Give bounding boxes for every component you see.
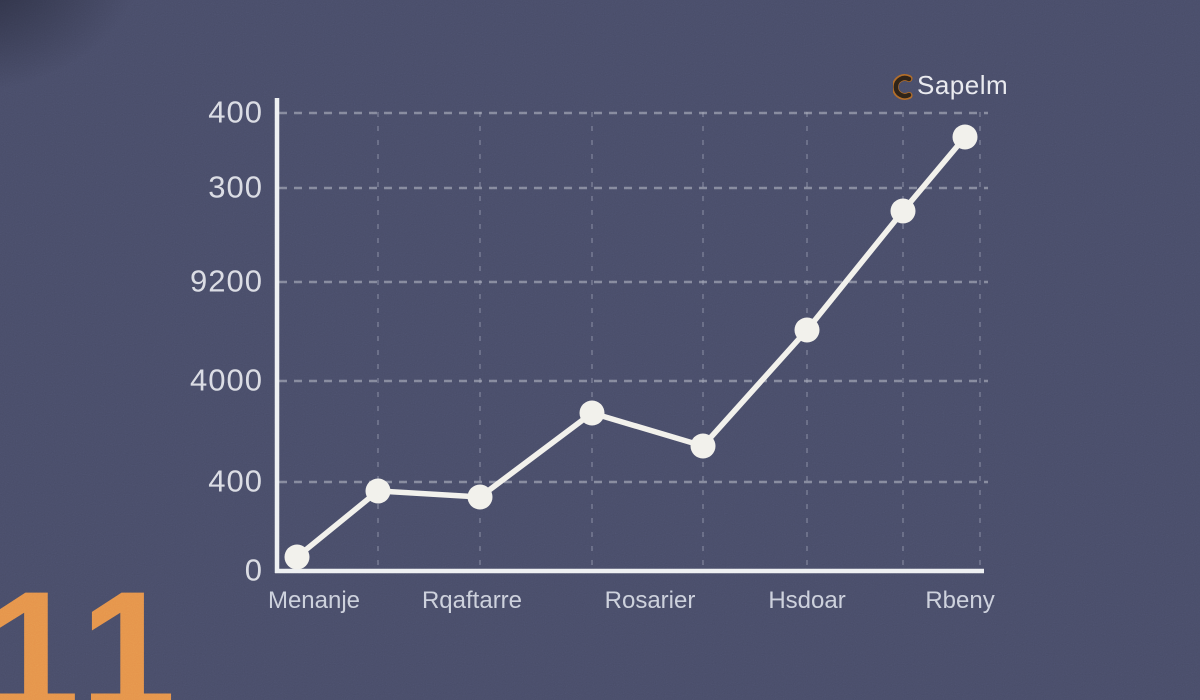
chart-legend: Sapelm <box>893 70 1008 101</box>
x-tick-label: Rbeny <box>925 587 995 614</box>
data-point <box>284 544 310 570</box>
y-tick-label: 400 <box>208 463 263 499</box>
data-point <box>579 400 605 426</box>
data-point <box>467 484 493 510</box>
legend-label: Sapelm <box>917 70 1009 100</box>
x-tick-label: Rqaftarre <box>421 587 523 614</box>
y-tick-label: 4000 <box>190 362 263 398</box>
y-tick-label: 300 <box>208 169 263 205</box>
legend-marker-icon <box>893 73 913 100</box>
x-tick-label: Hsdoar <box>768 587 846 614</box>
series-line <box>294 134 968 560</box>
data-point <box>690 433 716 459</box>
y-tick-label: 9200 <box>190 263 263 299</box>
data-point <box>794 317 820 343</box>
x-tick-label: Menanje <box>267 587 361 614</box>
y-tick-label: 400 <box>208 94 263 130</box>
x-tick-label: Rosarier <box>604 587 696 614</box>
data-point <box>890 198 916 224</box>
y-tick-label: 0 <box>244 552 263 588</box>
data-point <box>952 124 978 150</box>
page-number: 11 <box>0 556 186 700</box>
data-point <box>365 478 391 504</box>
